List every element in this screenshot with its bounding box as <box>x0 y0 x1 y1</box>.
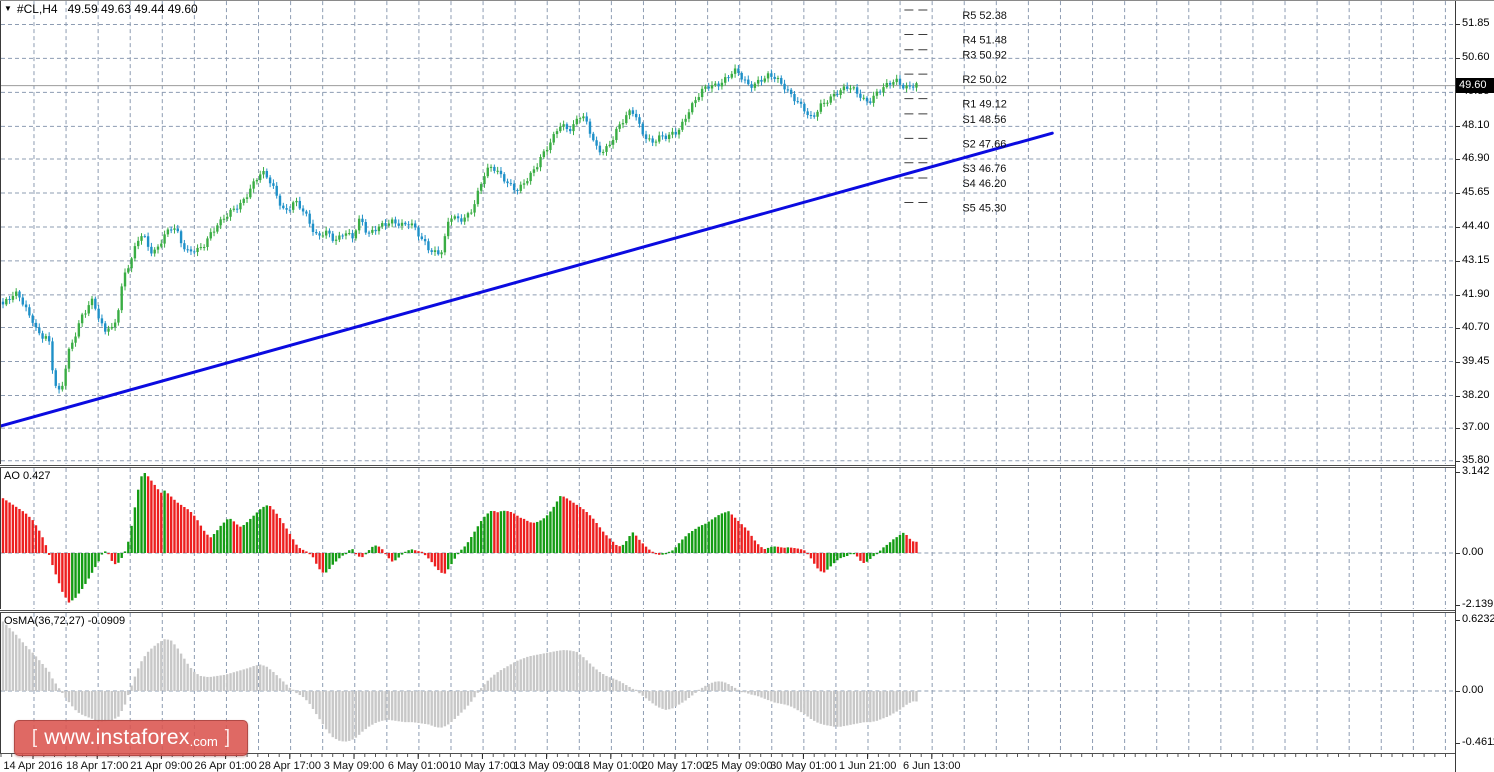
axis-label: 41.90 <box>1462 287 1490 300</box>
price-axis[interactable]: 51.8550.6049.3548.1046.9045.6544.4043.15… <box>1455 1 1494 772</box>
chart-title: ▼ #CL,H4 49.59 49.63 49.44 49.60 <box>4 2 198 16</box>
panel-separator <box>0 753 1455 754</box>
time-axis[interactable]: 14 Apr 2016 18 Apr 17:00 21 Apr 09:00 26 Ap… <box>0 754 1455 772</box>
pivot-levels: R5 52.38 R4 51.48 R3 50.92 R2 50.02 R1 49.12… <box>904 9 1007 214</box>
ao-indicator-canvas[interactable] <box>0 468 1455 609</box>
time-axis-label: 18 Apr 17:00 <box>66 760 128 772</box>
svg-text:S1 48.56: S1 48.56 <box>962 114 1006 126</box>
trendline <box>1 131 1054 428</box>
axis-label: 38.20 <box>1462 388 1490 401</box>
watermark-close-bracket: ] <box>224 727 231 748</box>
axis-label: 45.65 <box>1462 185 1490 198</box>
axis-label: -2.139 <box>1462 598 1494 610</box>
axis-tick <box>1456 428 1460 430</box>
axis-tick <box>1456 395 1460 397</box>
axis-tick <box>1456 743 1460 744</box>
time-axis-label: 25 May 09:00 <box>706 760 773 772</box>
svg-text:R1 49.12: R1 49.12 <box>962 99 1007 111</box>
axis-tick <box>1456 24 1460 26</box>
axis-label: 51.85 <box>1462 17 1490 30</box>
candles-group <box>1 64 918 394</box>
time-axis-label: 21 Apr 09:00 <box>130 760 192 772</box>
time-axis-label: 30 May 01:00 <box>770 760 837 772</box>
svg-text:S2 47.66: S2 47.66 <box>962 138 1006 150</box>
axis-label: 0.00 <box>1462 684 1484 696</box>
axis-label: 50.60 <box>1462 51 1490 64</box>
svg-text:R3 50.92: R3 50.92 <box>962 50 1007 62</box>
axis-tick <box>1456 294 1460 296</box>
osma-indicator-label: OsMA(36,72,27) -0.0909 <box>4 615 126 627</box>
time-axis-label: 14 Apr 2016 <box>3 760 62 772</box>
time-axis-label: 20 May 17:00 <box>642 760 709 772</box>
time-axis-label: 10 May 17:00 <box>449 760 516 772</box>
svg-text:R4 51.48: R4 51.48 <box>962 34 1007 46</box>
axis-tick <box>1456 158 1460 160</box>
grid-group <box>1 1 1455 464</box>
chart-symbol-timeframe: #CL,H4 <box>16 2 58 16</box>
axis-label: 39.45 <box>1462 354 1490 367</box>
time-axis-label: 3 May 09:00 <box>324 760 385 772</box>
watermark-domain-text: www.instaforex <box>44 726 190 749</box>
ao-bars <box>1 473 918 603</box>
axis-label: 48.10 <box>1462 119 1490 132</box>
time-axis-label: 1 Jun 21:00 <box>839 760 897 772</box>
osma-indicator-canvas[interactable] <box>0 613 1455 753</box>
panel-separator[interactable] <box>0 612 1455 613</box>
watermark-tld-text: .com <box>189 733 218 749</box>
axis-label: 37.00 <box>1462 421 1490 434</box>
current-price-tag: 49.60 <box>1456 78 1494 93</box>
axis-label: 40.70 <box>1462 320 1490 333</box>
axis-label: 3.142 <box>1462 465 1490 477</box>
axis-tick <box>1456 472 1460 473</box>
svg-text:S3 46.76: S3 46.76 <box>962 163 1006 175</box>
axis-label: 0.6232 <box>1462 613 1494 625</box>
chart-dropdown-arrow-icon[interactable]: ▼ <box>4 4 12 13</box>
time-axis-label: 28 Apr 17:00 <box>259 760 321 772</box>
axis-tick <box>1456 553 1460 554</box>
watermark-open-bracket: [ <box>31 727 38 748</box>
panel-separator[interactable] <box>0 610 1455 611</box>
axis-tick <box>1456 605 1460 606</box>
svg-text:S4 46.20: S4 46.20 <box>962 178 1006 190</box>
ao-indicator-label: AO 0.427 <box>4 470 51 482</box>
axis-label: 44.40 <box>1462 219 1490 232</box>
svg-text:R2 50.02: R2 50.02 <box>962 74 1007 86</box>
axis-label: 0.00 <box>1462 546 1484 558</box>
time-axis-label: 18 May 01:00 <box>577 760 644 772</box>
time-axis-label: 6 May 01:00 <box>388 760 449 772</box>
grid-group <box>1 468 1455 609</box>
axis-tick <box>1456 126 1460 128</box>
svg-text:R5 52.38: R5 52.38 <box>962 10 1007 22</box>
panel-separator[interactable] <box>0 467 1455 468</box>
svg-text:S5 45.30: S5 45.30 <box>962 202 1006 214</box>
axis-tick <box>1456 691 1460 692</box>
axis-tick <box>1456 620 1460 621</box>
axis-label: 46.90 <box>1462 151 1490 164</box>
axis-tick <box>1456 361 1460 363</box>
axis-tick <box>1456 58 1460 60</box>
time-axis-label: 26 Apr 01:00 <box>194 760 256 772</box>
chart-ohlc-values: 49.59 49.63 49.44 49.60 <box>67 2 198 16</box>
time-axis-label: 6 Jun 13:00 <box>903 760 961 772</box>
axis-tick <box>1456 327 1460 329</box>
axis-tick <box>1456 460 1460 462</box>
axis-label: -0.4611 <box>1462 736 1494 748</box>
axis-tick <box>1456 260 1460 262</box>
grid-group <box>1 613 1455 753</box>
axis-label: 43.15 <box>1462 253 1490 266</box>
time-axis-label: 13 May 09:00 <box>513 760 580 772</box>
panel-separator[interactable] <box>0 465 1455 466</box>
osma-bars <box>1 621 918 742</box>
instaforex-watermark: [ www.instaforex .com] <box>14 720 248 756</box>
axis-label: 35.80 <box>1462 453 1490 466</box>
axis-tick <box>1456 226 1460 228</box>
price-chart-canvas[interactable]: R5 52.38 R4 51.48 R3 50.92 R2 50.02 R1 49.12… <box>0 1 1455 464</box>
axis-tick <box>1456 192 1460 194</box>
